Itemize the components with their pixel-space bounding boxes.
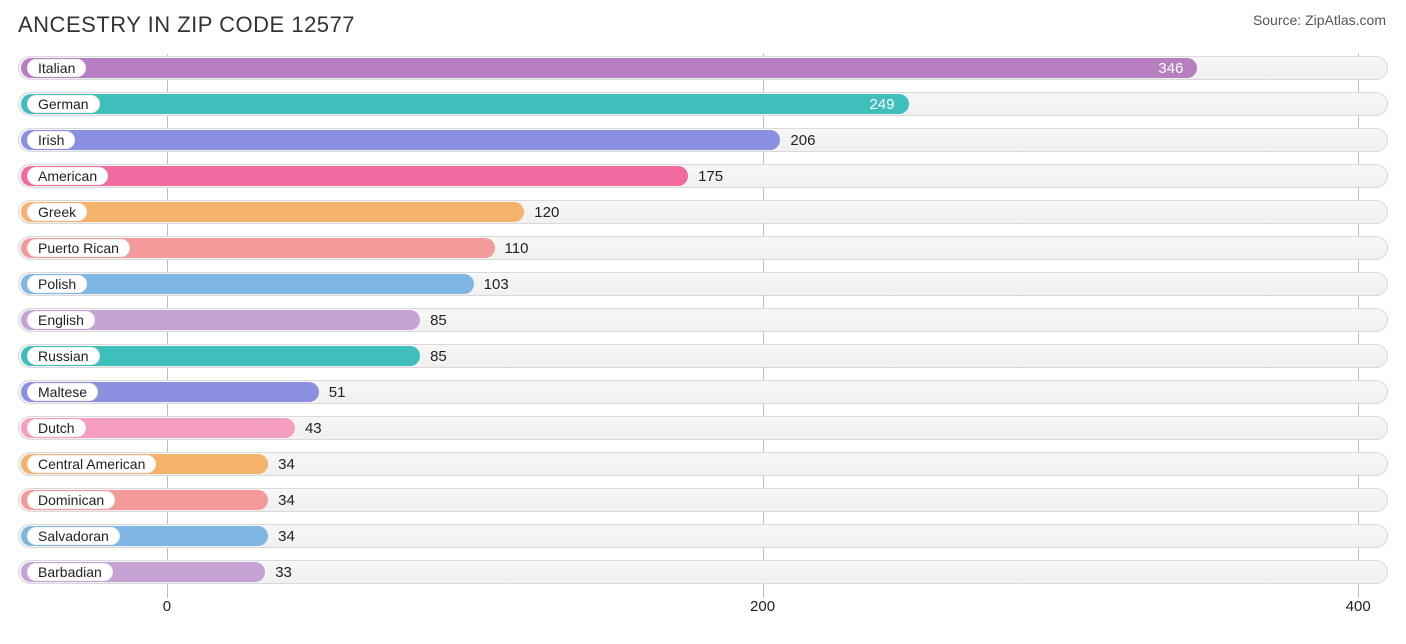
chart-source: Source: ZipAtlas.com: [1253, 12, 1386, 28]
category-label: Barbadian: [27, 563, 113, 581]
category-label: Russian: [27, 347, 100, 365]
category-label: Central American: [27, 455, 156, 473]
value-label: 103: [484, 270, 509, 298]
bar-row: Barbadian 33: [18, 558, 1388, 586]
bar-row: Central American 34: [18, 450, 1388, 478]
bar-row: Puerto Rican 110: [18, 234, 1388, 262]
bar-row: Maltese 51: [18, 378, 1388, 406]
category-label: Dutch: [27, 419, 86, 437]
bar-row: Irish 206: [18, 126, 1388, 154]
category-label: Greek: [27, 203, 87, 221]
bar-row: Russian 85: [18, 342, 1388, 370]
category-label: German: [27, 95, 100, 113]
value-label: 33: [275, 558, 292, 586]
category-label: English: [27, 311, 95, 329]
bar-fill: [21, 130, 780, 150]
bar-row: American 175: [18, 162, 1388, 190]
value-label: 346: [1158, 54, 1183, 82]
category-label: Puerto Rican: [27, 239, 130, 257]
bar-fill: [21, 94, 909, 114]
value-label: 43: [305, 414, 322, 442]
value-label: 249: [869, 90, 894, 118]
bar-row: English 85: [18, 306, 1388, 334]
bar-row: Greek 120: [18, 198, 1388, 226]
bar-fill: [21, 58, 1197, 78]
category-label: American: [27, 167, 108, 185]
bar-row: Dutch 43: [18, 414, 1388, 442]
bar-fill: [21, 202, 524, 222]
bar-fill: [21, 274, 474, 294]
value-label: 51: [329, 378, 346, 406]
category-label: Italian: [27, 59, 86, 77]
value-label: 120: [534, 198, 559, 226]
value-label: 85: [430, 342, 447, 370]
value-label: 175: [698, 162, 723, 190]
x-tick-label: 400: [1346, 598, 1371, 615]
chart-title: ANCESTRY IN ZIP CODE 12577: [18, 12, 355, 38]
value-label: 110: [505, 234, 529, 262]
bar-row: Dominican 34: [18, 486, 1388, 514]
category-label: Maltese: [27, 383, 98, 401]
x-tick-label: 0: [163, 598, 171, 615]
value-label: 34: [278, 522, 295, 550]
x-tick-label: 200: [750, 598, 775, 615]
value-label: 34: [278, 486, 295, 514]
value-label: 34: [278, 450, 295, 478]
bar-fill: [21, 166, 688, 186]
category-label: Dominican: [27, 491, 115, 509]
bar-chart: 0200400Italian346German249Irish206Americ…: [18, 54, 1388, 594]
bar-row: Salvadoran 34: [18, 522, 1388, 550]
bar-row: German 249: [18, 90, 1388, 118]
bar-row: Polish 103: [18, 270, 1388, 298]
bar-row: Italian 346: [18, 54, 1388, 82]
category-label: Salvadoran: [27, 527, 120, 545]
value-label: 206: [790, 126, 815, 154]
category-label: Irish: [27, 131, 75, 149]
value-label: 85: [430, 306, 447, 334]
category-label: Polish: [27, 275, 87, 293]
